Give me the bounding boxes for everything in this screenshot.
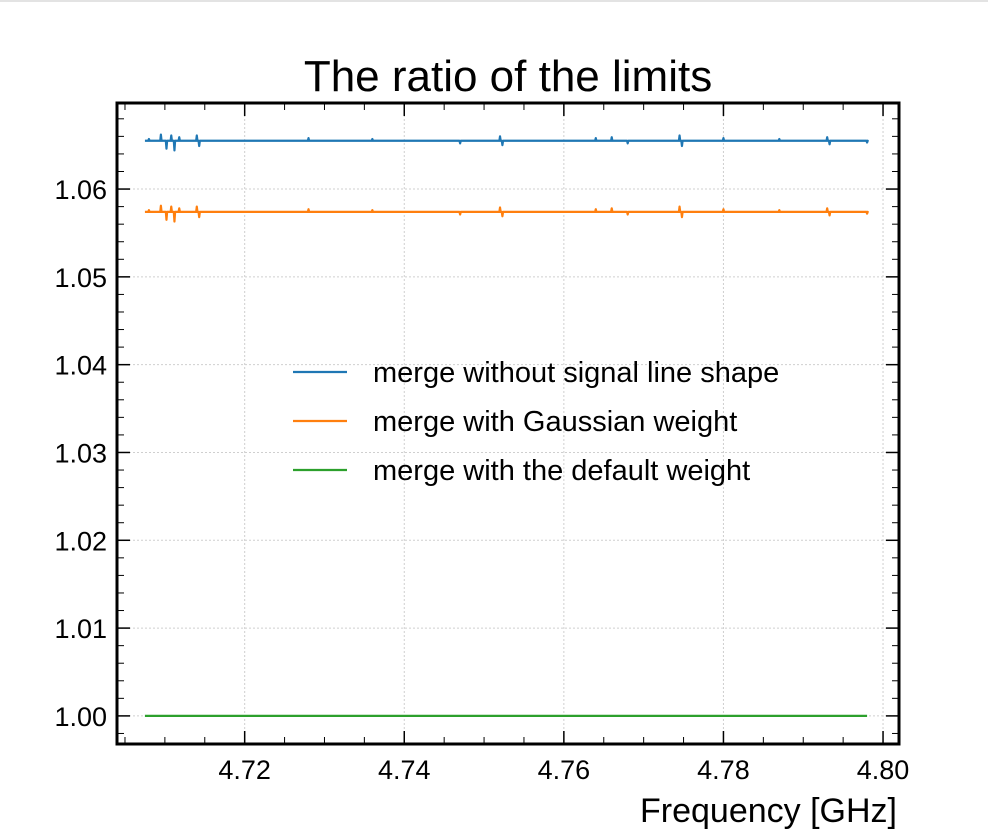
x-tick-label: 4.80 xyxy=(857,755,910,785)
window-top-border xyxy=(0,0,988,2)
series-line-2 xyxy=(144,204,869,223)
chart-title: The ratio of the limits xyxy=(304,52,712,101)
legend: merge without signal line shape merge wit… xyxy=(293,357,779,487)
legend-label-2: merge with Gaussian weight xyxy=(373,406,737,438)
x-tick-label: 4.76 xyxy=(538,755,591,785)
x-axis-label: Frequency [GHz] xyxy=(640,792,897,830)
x-tick-label: 4.72 xyxy=(218,755,271,785)
grid-lines xyxy=(117,103,899,744)
y-tick-label: 1.06 xyxy=(54,175,107,205)
plot-frame xyxy=(115,101,901,746)
y-tick-label: 1.01 xyxy=(54,614,107,644)
x-tick-label: 4.78 xyxy=(697,755,750,785)
legend-label-3: merge with the default weight xyxy=(373,455,750,487)
y-tick-label: 1.05 xyxy=(54,263,107,293)
x-tick-label: 4.74 xyxy=(378,755,431,785)
series-layer xyxy=(144,133,869,717)
legend-label-1: merge without signal line shape xyxy=(373,357,779,389)
y-tick-label: 1.04 xyxy=(54,351,107,381)
axis-ticks: 4.72 4.74 4.76 4.78 4.80 1.00 1.01 1.02 1.03 1.04… xyxy=(54,103,909,785)
series-line-1 xyxy=(144,133,869,152)
y-tick-label: 1.00 xyxy=(54,702,107,732)
y-tick-label: 1.02 xyxy=(54,526,107,556)
y-tick-label: 1.03 xyxy=(54,438,107,468)
